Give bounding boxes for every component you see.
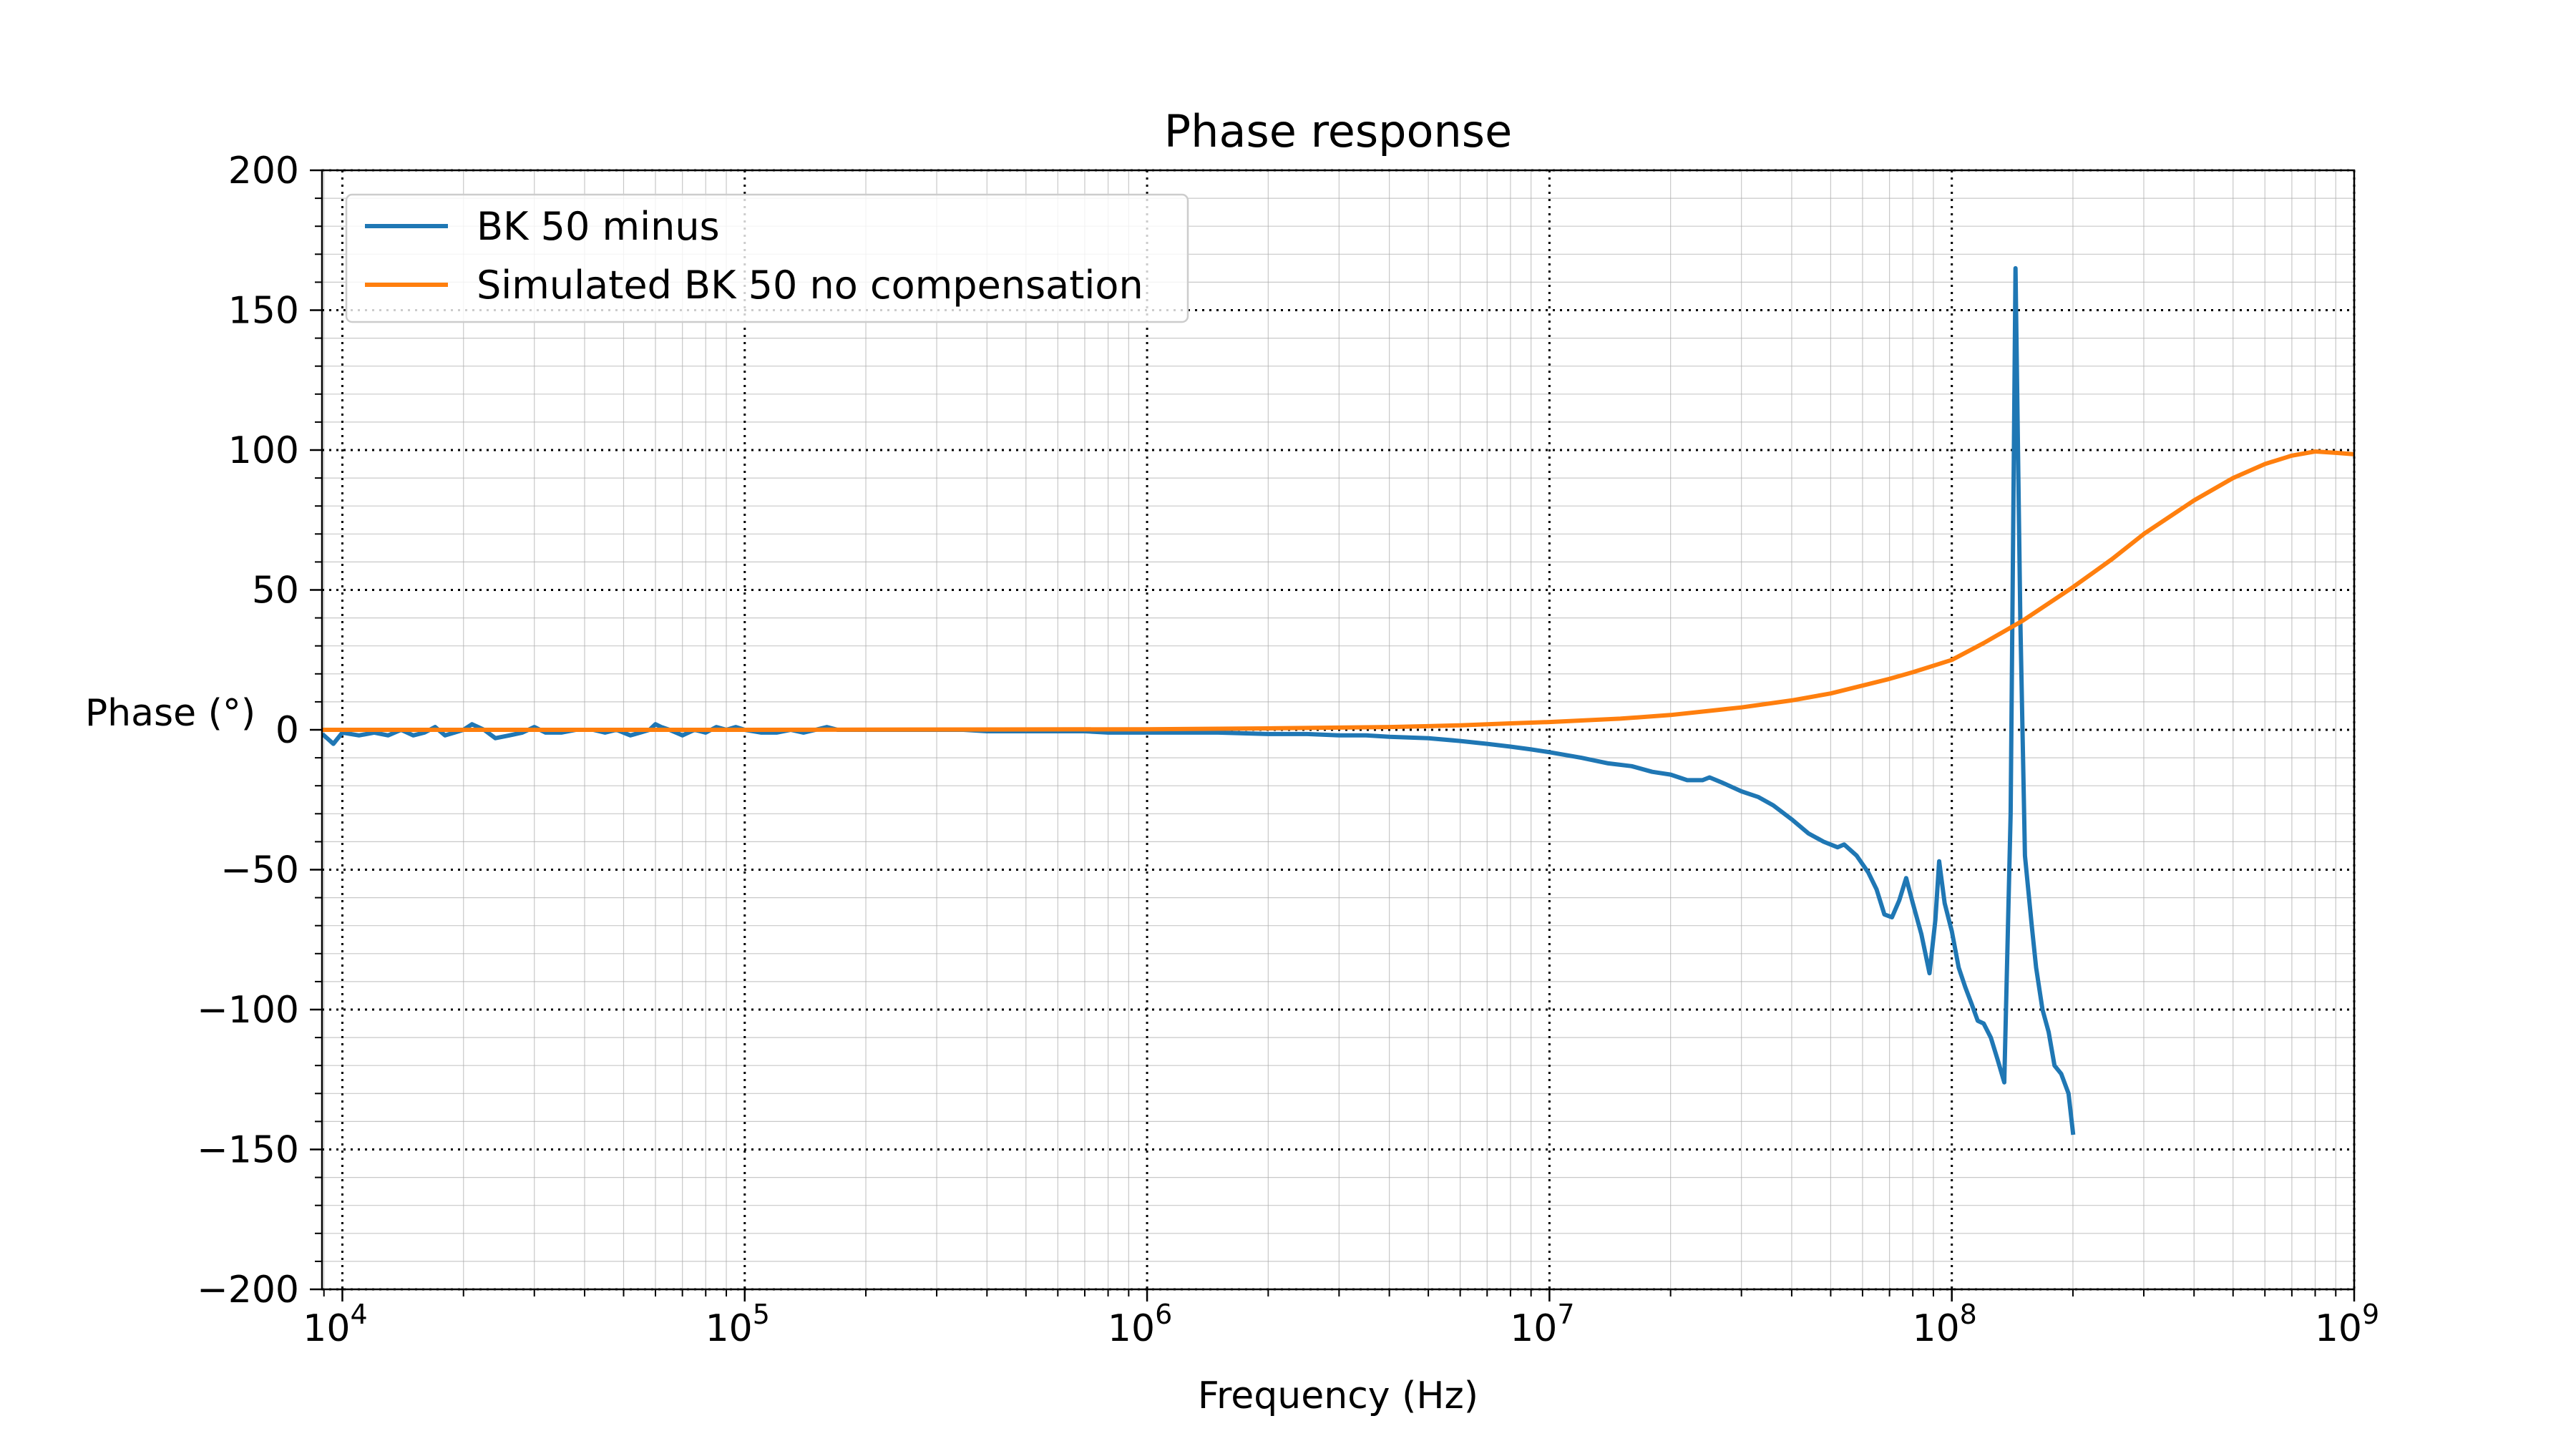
x-tick-label-exponent: 6 [1155, 1299, 1172, 1330]
y-tick-label: −100 [197, 989, 299, 1032]
y-tick-label: 50 [252, 570, 299, 612]
x-tick-label-exponent: 7 [1557, 1299, 1574, 1330]
axis-ticks [310, 169, 2356, 1301]
y-tick-label: −200 [197, 1269, 299, 1312]
y-tick-label: 100 [228, 429, 299, 472]
y-tick-label: −150 [197, 1129, 299, 1172]
y-tick-label: 150 [228, 290, 299, 333]
y-tick-label: −50 [220, 849, 299, 892]
y-axis-label: Phase (°) [85, 692, 255, 735]
x-axis-label: Frequency (Hz) [1198, 1374, 1478, 1417]
chart-title: Phase response [1164, 105, 1512, 157]
legend-box [345, 193, 1189, 323]
legend-label-bk50-minus: BK 50 minus [477, 204, 720, 249]
x-tick-label-exponent: 4 [350, 1299, 367, 1330]
axis-tick-labels: 104 105 106 107 108 109200150100500−50−100−15… [197, 150, 2379, 1350]
x-tick-label-exponent: 5 [753, 1299, 770, 1330]
series-line-simulated-bk-50-no-compensation [322, 449, 2354, 732]
series-layer [322, 265, 2354, 1135]
legend: BK 50 minus Simulated BK 50 no compensat… [345, 193, 1189, 323]
x-tick-label-exponent: 8 [1960, 1299, 1977, 1330]
x-tick-label-exponent: 9 [2362, 1299, 2379, 1330]
legend-label-simulated: Simulated BK 50 no compensation [477, 263, 1143, 308]
y-tick-label: 0 [275, 709, 299, 752]
y-tick-label: 200 [228, 150, 299, 192]
series-line-bk-50-minus [322, 265, 2076, 1135]
